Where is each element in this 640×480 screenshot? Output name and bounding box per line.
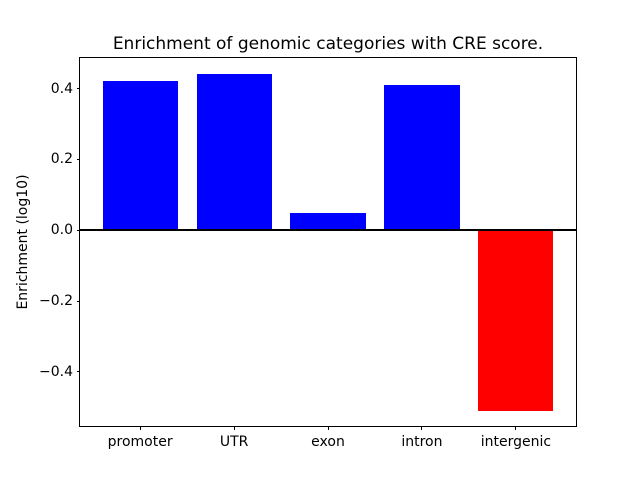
y-tick-label: 0.4 xyxy=(50,80,73,97)
y-tick-label: −0.4 xyxy=(39,363,73,380)
y-tick xyxy=(76,371,80,373)
y-axis-label: Enrichment (log10) xyxy=(15,174,31,310)
bar-intron xyxy=(384,84,460,231)
x-tick xyxy=(327,426,329,430)
x-tick-label-UTR: UTR xyxy=(219,434,249,450)
zero-line xyxy=(80,228,576,232)
bar-promoter xyxy=(102,81,178,231)
y-tick xyxy=(76,158,80,160)
x-tick-label-exon: exon xyxy=(311,434,345,450)
x-tick xyxy=(139,426,141,430)
bar-exon xyxy=(290,212,366,231)
bar-intergenic xyxy=(478,230,554,411)
y-tick xyxy=(76,300,80,302)
y-tick-label: 0.2 xyxy=(50,151,73,168)
y-tick-label: −0.2 xyxy=(39,293,73,309)
y-tick xyxy=(76,88,80,89)
x-tick-label-intergenic: intergenic xyxy=(480,434,552,450)
y-tick xyxy=(76,229,80,231)
x-tick xyxy=(515,426,517,430)
bar-UTR xyxy=(196,74,272,231)
chart-title: Enrichment of genomic categories with CR… xyxy=(112,34,544,54)
x-tick-label-intron: intron xyxy=(401,434,443,450)
y-tick-label: 0.0 xyxy=(50,222,73,239)
x-tick xyxy=(233,426,235,430)
x-tick xyxy=(421,426,423,430)
x-tick-label-promoter: promoter xyxy=(107,434,173,450)
